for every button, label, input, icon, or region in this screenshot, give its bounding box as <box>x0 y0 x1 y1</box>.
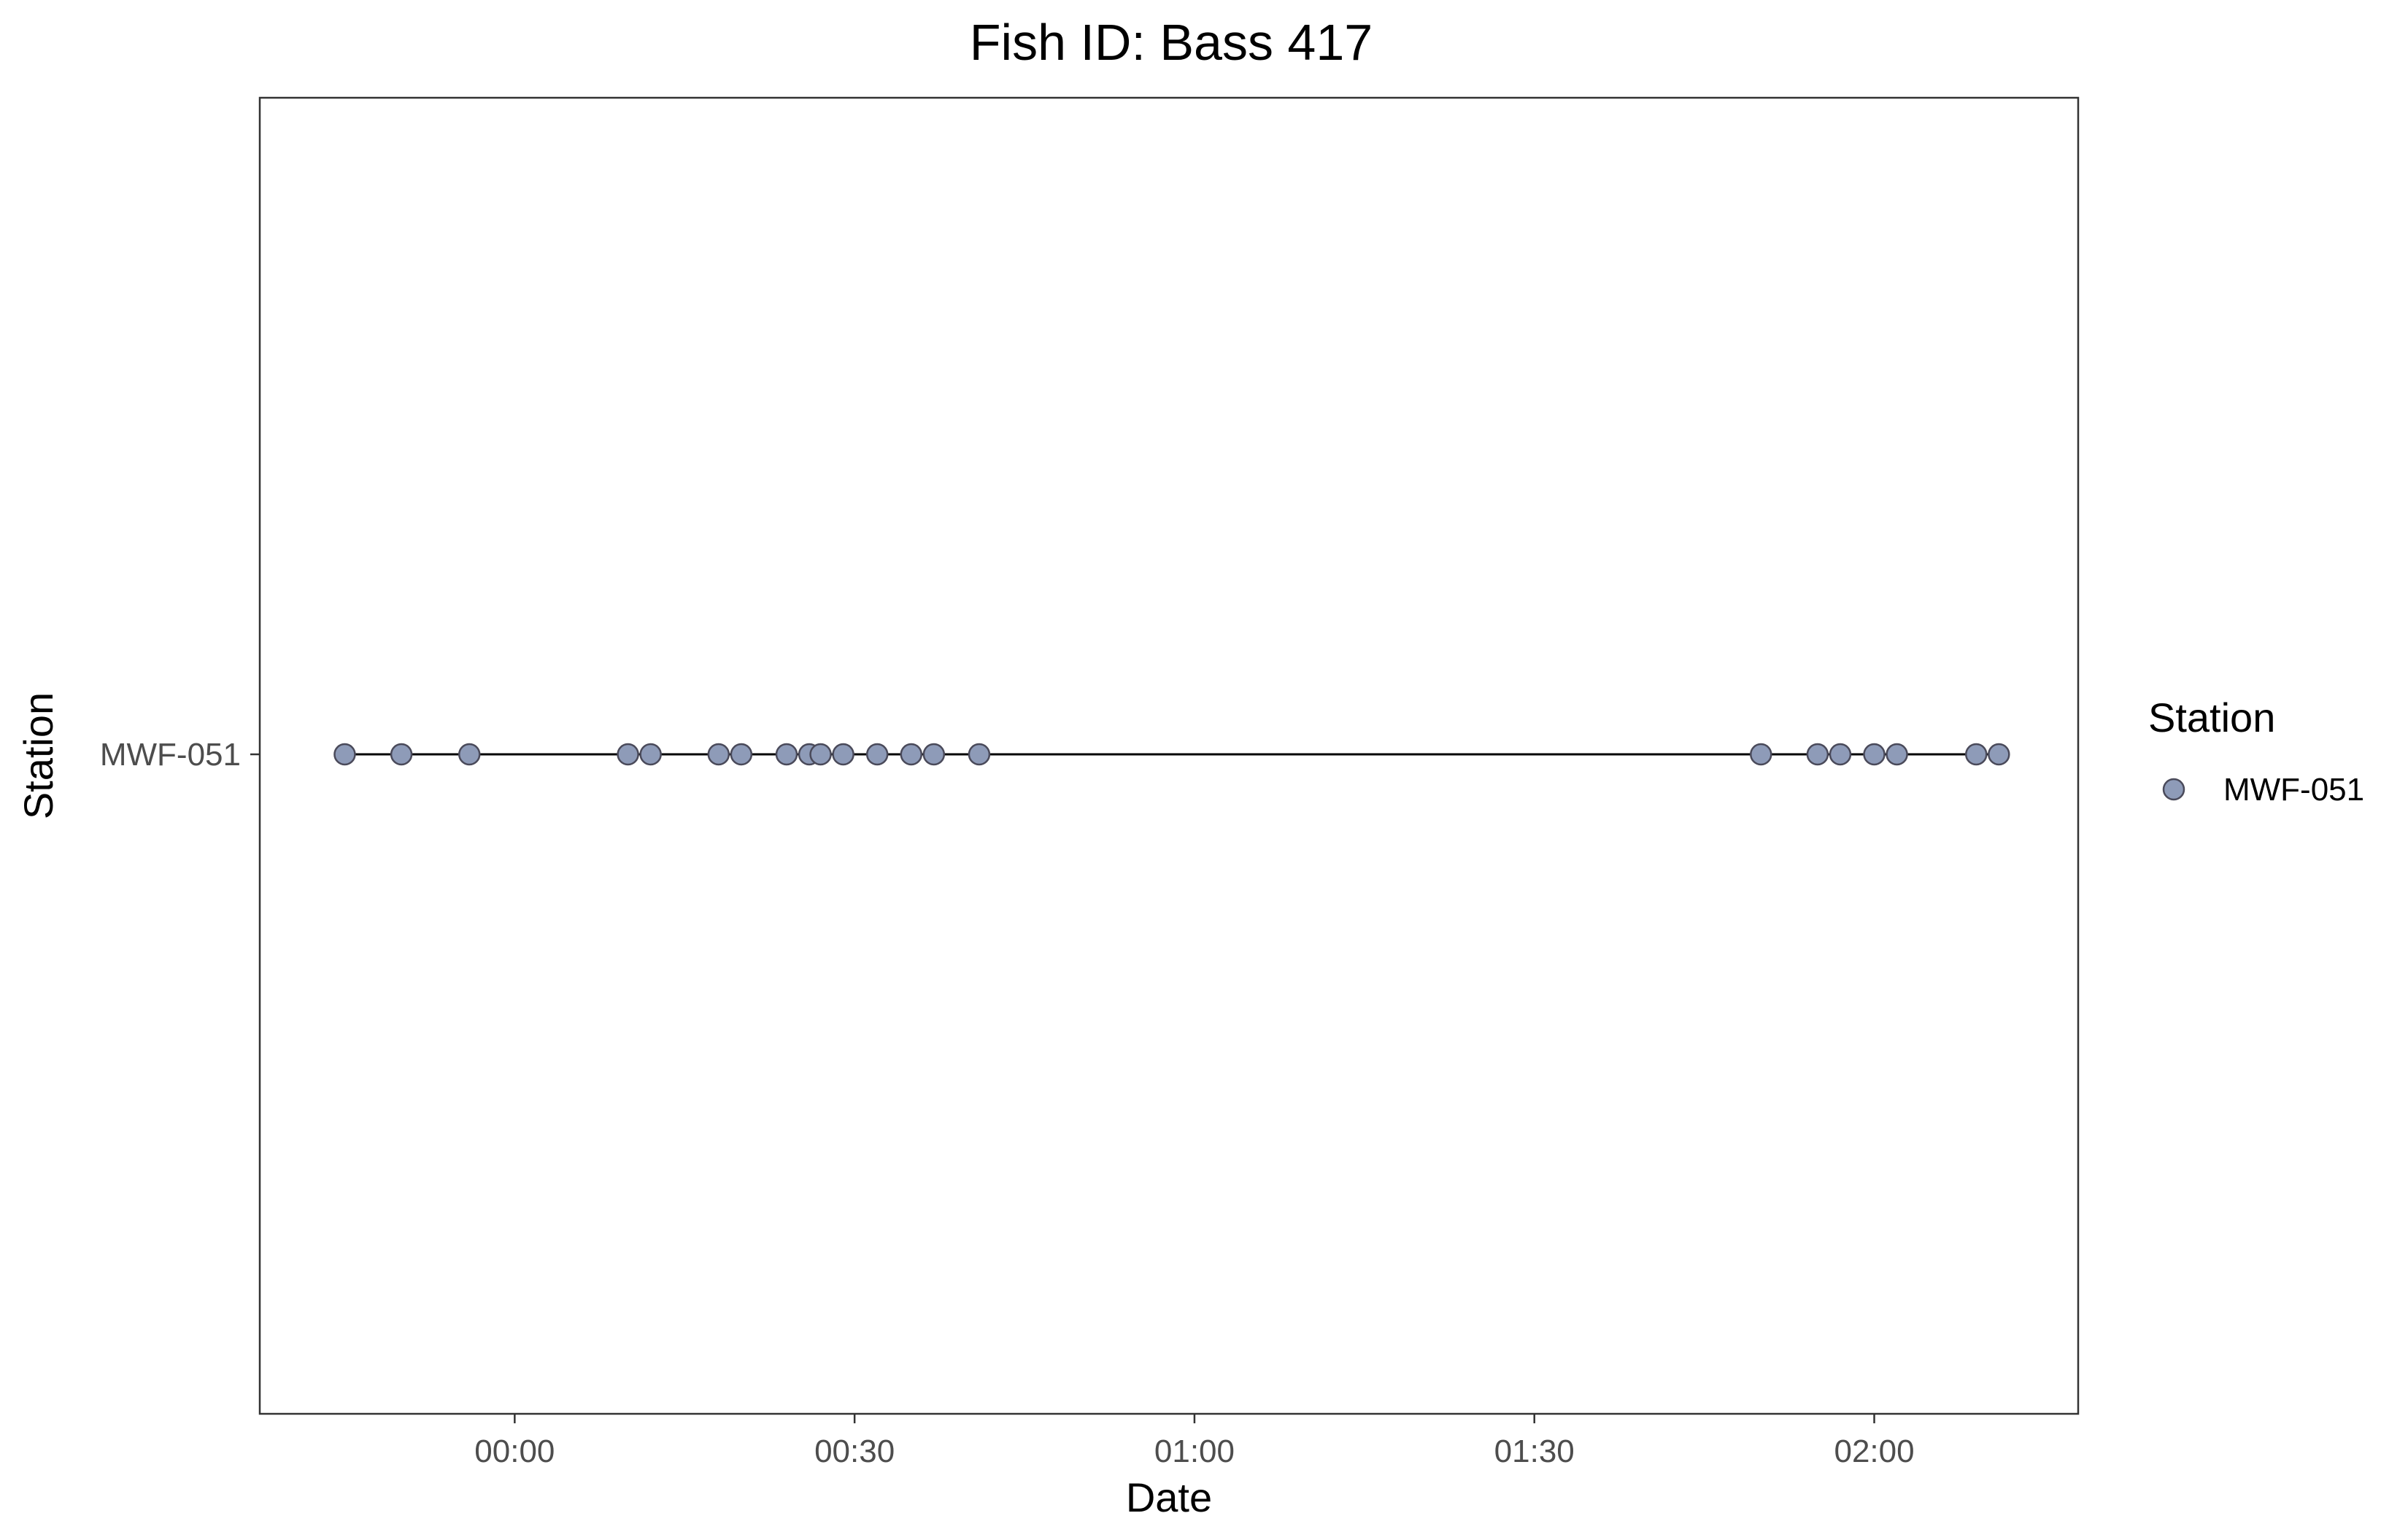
data-point <box>809 743 832 766</box>
data-point <box>458 743 481 766</box>
legend-title: Station <box>2148 695 2275 740</box>
data-point <box>775 743 798 766</box>
data-point <box>390 743 413 766</box>
data-point <box>1886 743 1908 766</box>
data-point <box>865 743 889 766</box>
data-point <box>617 743 639 766</box>
legend-key-mwf-051 <box>2162 778 2185 801</box>
x-tick-label: 00:30 <box>814 1434 895 1469</box>
x-tick-label: 01:00 <box>1154 1434 1235 1469</box>
x-axis-title: Date <box>1126 1474 1212 1520</box>
y-axis-title: Station <box>15 692 61 819</box>
x-tick-label: 00:00 <box>474 1434 555 1469</box>
y-axis: MWF-051 <box>100 737 260 773</box>
data-point <box>639 743 662 766</box>
data-point <box>900 743 923 766</box>
plot-panel <box>258 96 2080 1415</box>
x-axis: 00:00 00:30 01:00 01:30 02:00 <box>474 1414 1915 1469</box>
y-tick-label: MWF-051 <box>100 737 241 773</box>
data-point <box>1863 743 1886 766</box>
data-point <box>922 743 946 766</box>
data-point <box>707 743 730 766</box>
data-point <box>333 743 356 766</box>
data-point <box>1750 743 1772 766</box>
data-point <box>832 743 854 766</box>
data-point <box>1829 743 1852 766</box>
x-tick-label: 01:30 <box>1494 1434 1575 1469</box>
data-point <box>1965 743 1988 766</box>
data-layer <box>333 743 2010 766</box>
data-point <box>968 743 991 766</box>
x-tick-label: 02:00 <box>1834 1434 1914 1469</box>
data-point <box>1988 743 2010 766</box>
legend: Station MWF-051 <box>2148 695 2364 808</box>
data-point <box>730 743 753 766</box>
legend-label-mwf-051: MWF-051 <box>2223 772 2364 808</box>
chart-title: Fish ID: Bass 417 <box>970 14 1373 71</box>
data-point <box>1806 743 1829 766</box>
